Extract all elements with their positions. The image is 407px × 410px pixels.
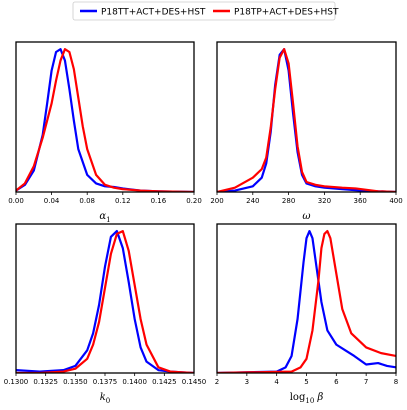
panel-4-xtick-label-2: 3 [245, 378, 249, 386]
panel-1: 0.00 0.04 0.08 0.12 0.16 0.20 α1 [8, 41, 202, 224]
legend-label-1: P18TT+ACT+DES+HST [101, 8, 206, 18]
panel-4-xtick-label-4: 5 [304, 378, 308, 386]
panel-3-xtick-label-2: 0.1325 [33, 378, 58, 386]
panel-3-series-2-line [16, 230, 194, 373]
panel-1-xtick-label-6: 0.20 [186, 197, 202, 205]
panel-4-series-1-line [217, 230, 396, 373]
panel-4-xtick-label-1: 2 [215, 378, 219, 386]
panel-4-xlabel: log10 β [290, 392, 324, 405]
panel-1-xtick-label-2: 0.04 [44, 197, 60, 205]
panel-3-xtick-label-4: 0.1375 [93, 378, 118, 386]
panel-2-series-2-line [217, 48, 396, 192]
panel-2-xtick-label-2: 240 [246, 197, 259, 205]
panel-2-xtick-label-1: 200 [210, 197, 223, 205]
panel-1-xtick-label-5: 0.16 [151, 197, 167, 205]
panel-4-xtick-label-6: 7 [364, 378, 368, 386]
panel-3-series-1-line [16, 230, 194, 373]
panel-2: 200 240 280 320 360 400 ω [210, 41, 403, 222]
panel-2-xtick-label-4: 320 [318, 197, 331, 205]
panel-2-xlabel: ω [302, 211, 310, 222]
panel-4-xtick-label-3: 4 [274, 378, 279, 386]
legend-label-2: P18TP+ACT+DES+HST [234, 8, 339, 18]
panel-2-frame [216, 41, 397, 193]
panel-3-xtick-label-7: 0.1450 [182, 378, 207, 386]
panel-1-xtick-label-1: 0.00 [8, 197, 24, 205]
legend-frame [72, 1, 336, 21]
panel-1-xtick-label-3: 0.08 [79, 197, 95, 205]
panel-1-xlabel: α1 [99, 211, 110, 224]
panel-3: 0.1300 0.1325 0.1350 0.1375 0.1400 0.1425 0.14… [4, 223, 207, 405]
panel-4-xtick-label-5: 6 [334, 378, 339, 386]
panel-1-series-2-line [16, 48, 194, 192]
panel-1-series-1-line [16, 48, 194, 192]
panel-3-xtick-label-6: 0.1425 [152, 378, 177, 386]
panel-3-xlabel: k0 [100, 392, 111, 405]
panel-4-xtick-label-7: 8 [394, 378, 398, 386]
panel-4-series-2-line [217, 230, 396, 373]
legend: P18TT+ACT+DES+HST P18TP+ACT+DES+HST [72, 1, 339, 21]
panel-3-frame [15, 223, 195, 374]
panel-2-series-1-line [217, 48, 396, 192]
panel-3-xtick-label-5: 0.1400 [122, 378, 147, 386]
panel-2-xtick-label-3: 280 [282, 197, 295, 205]
panel-3-xtick-label-1: 0.1300 [4, 378, 29, 386]
panel-3-xtick-label-3: 0.1350 [63, 378, 88, 386]
panel-2-xtick-label-5: 360 [354, 197, 367, 205]
panel-2-xtick-label-6: 400 [389, 197, 402, 205]
panel-1-frame [15, 41, 195, 193]
panel-1-xtick-label-4: 0.12 [115, 197, 131, 205]
panel-4: 2 3 4 5 6 7 8 log10 β [215, 223, 398, 405]
